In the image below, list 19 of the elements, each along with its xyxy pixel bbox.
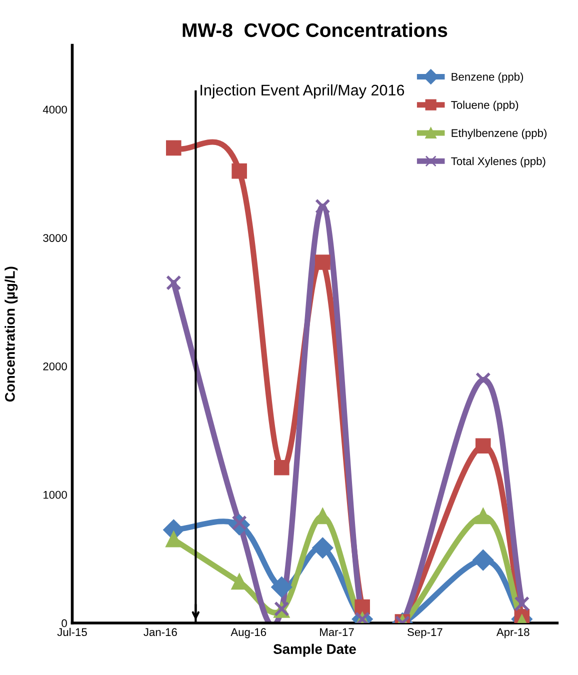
legend-label: Benzene (ppb)	[452, 72, 524, 83]
x-tick-label: Mar-17	[320, 628, 354, 636]
ref-line-label: Injection Event April/May 2016	[200, 84, 404, 99]
y-tick-label: 3000	[43, 234, 67, 242]
y-axis-title: Concentration (µg/L)	[4, 266, 18, 402]
x-tick-label: Jan-16	[144, 628, 177, 636]
x-axis-title: Sample Date	[273, 644, 356, 657]
y-tick-label: 0	[62, 619, 67, 628]
legend-label: Total Xylenes (ppb)	[451, 156, 546, 168]
y-tick-label: 1000	[44, 490, 67, 499]
y-tick-label: 4000	[42, 106, 67, 114]
chart-title: MW-8 CVOC Concentrations	[182, 22, 448, 38]
y-tick-label: 2000	[43, 362, 67, 370]
legend-label: Ethylbenzene (ppb)	[452, 128, 547, 140]
x-tick-label: Apr-18	[496, 628, 530, 638]
x-tick-label: Aug-16	[230, 628, 266, 638]
legend-label: Toluene (ppb)	[451, 100, 518, 112]
x-tick-label: Sep-17	[408, 628, 442, 638]
x-tick-label: Jul-15	[57, 628, 87, 636]
